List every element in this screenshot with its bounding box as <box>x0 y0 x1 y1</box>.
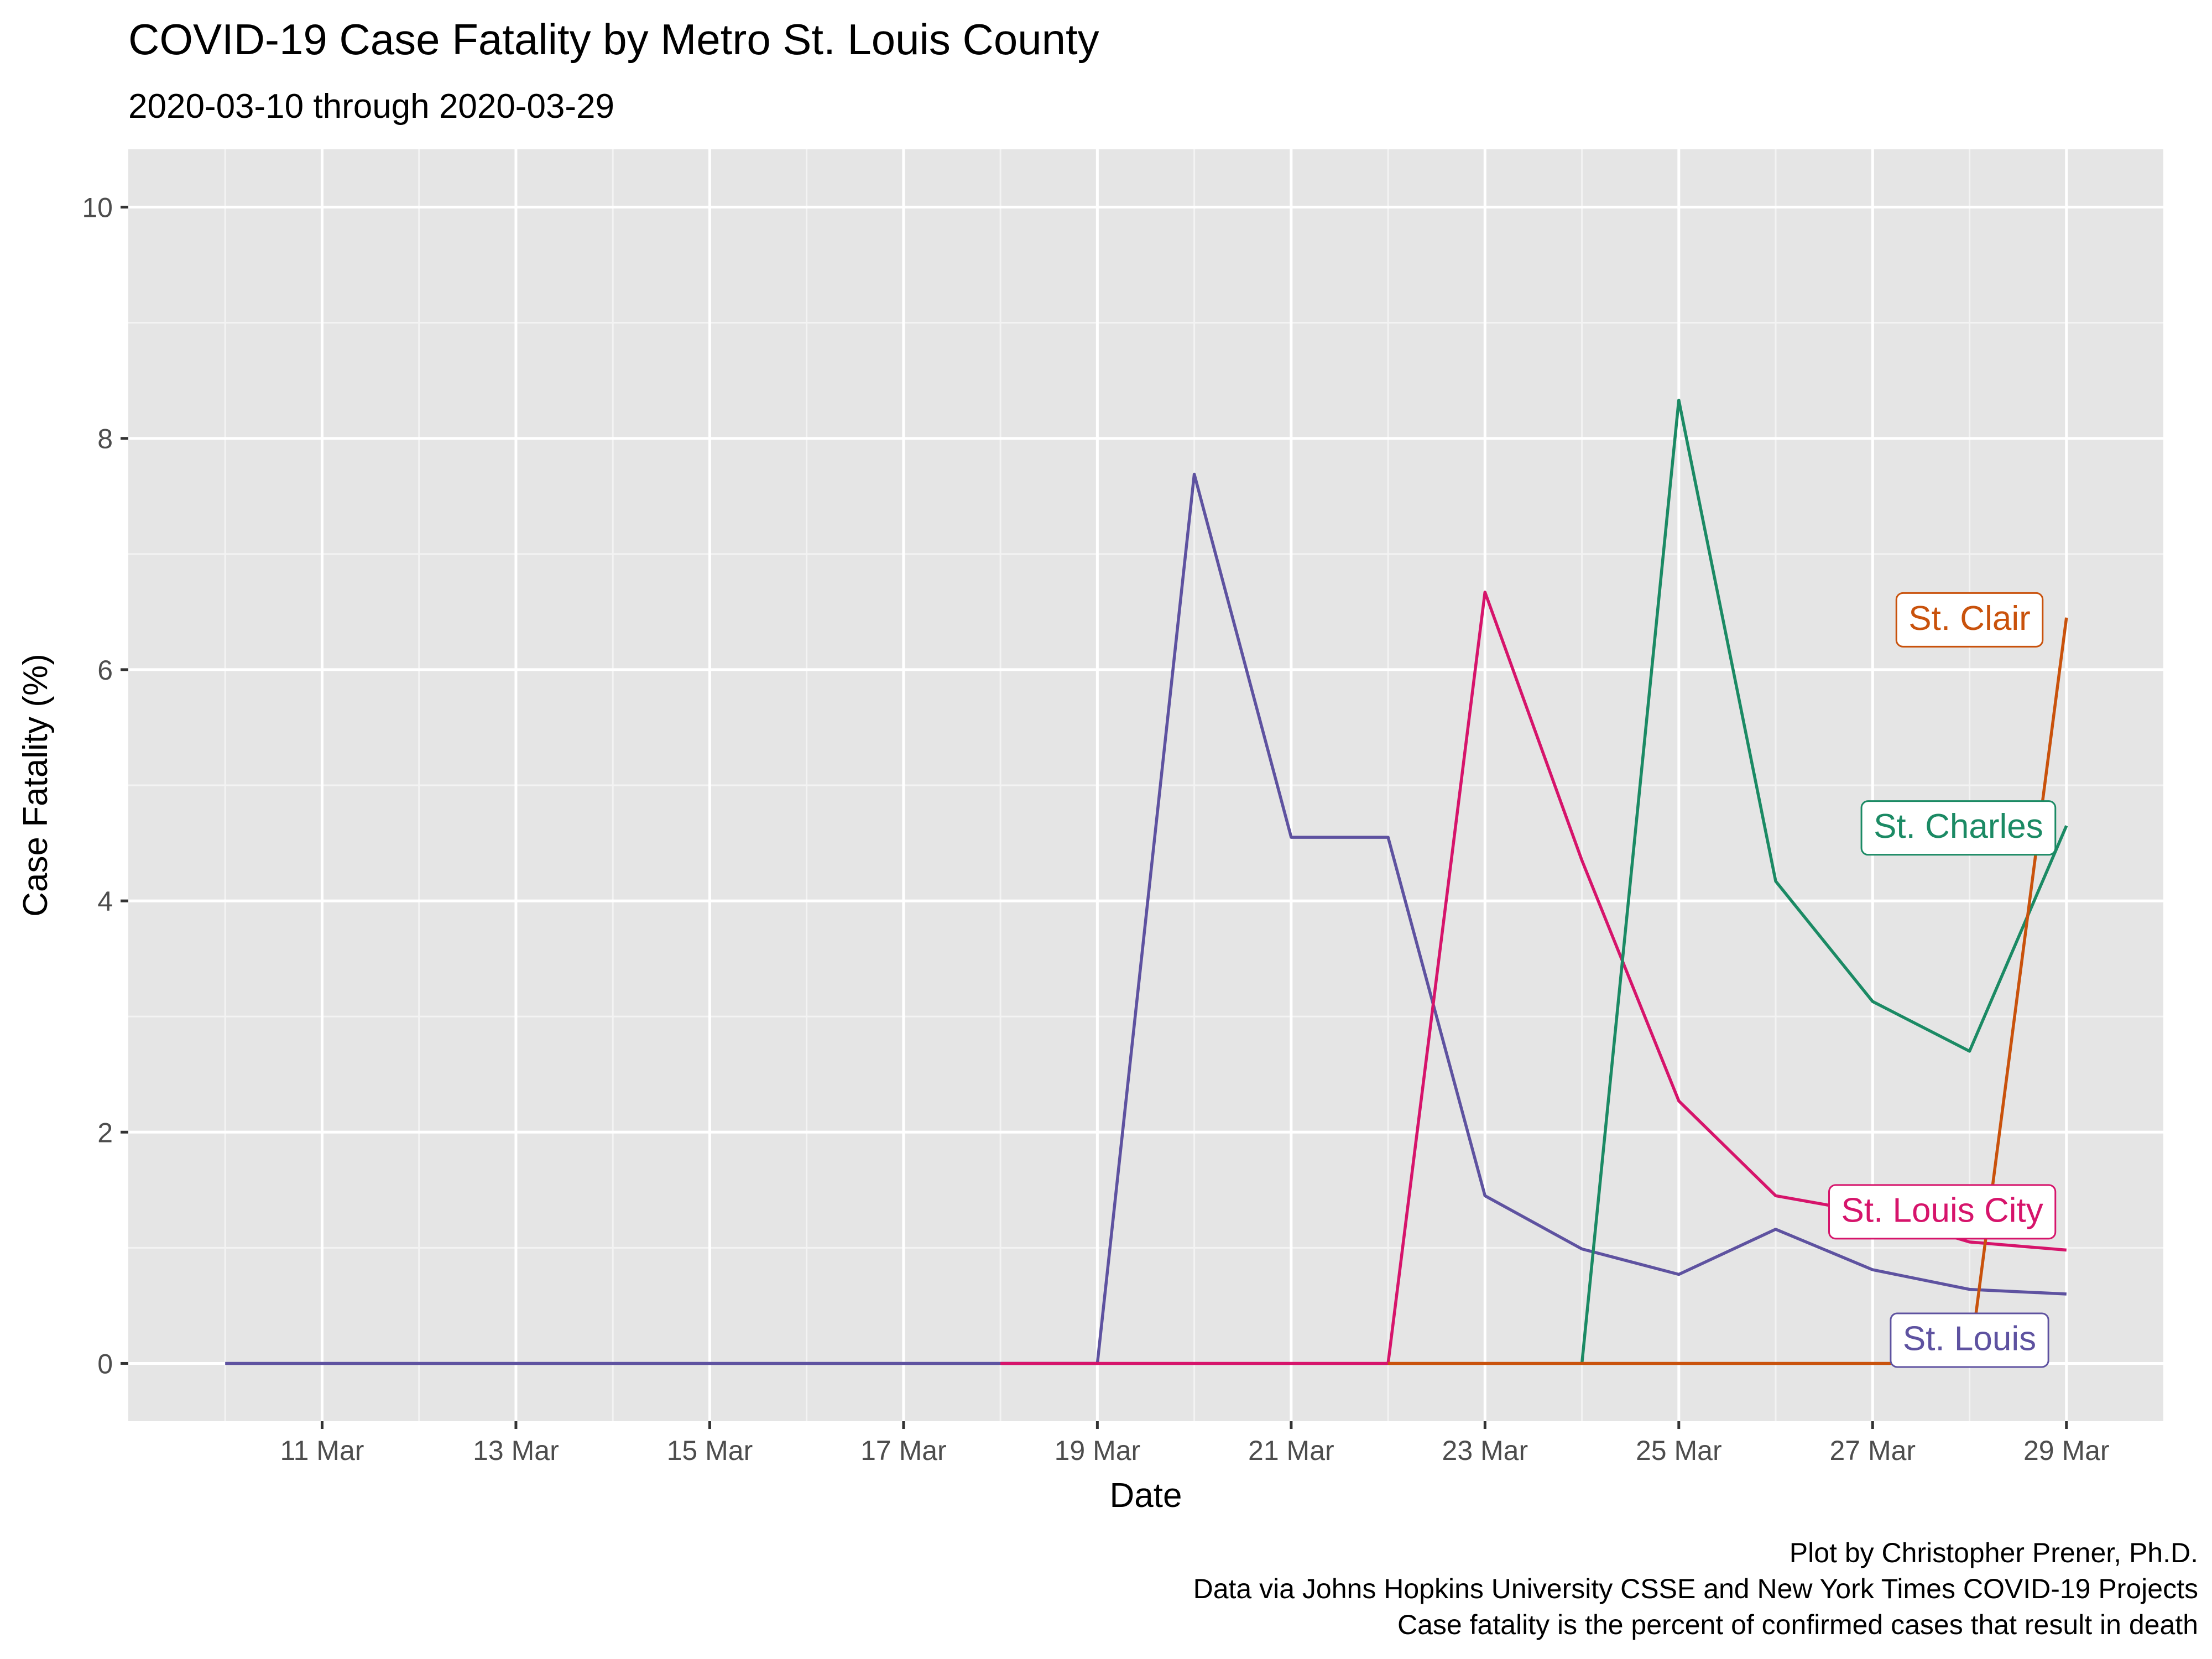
x-tick-label: 27 Mar <box>1829 1435 1916 1466</box>
series-label-st-charles: St. Charles <box>1860 800 2057 856</box>
x-axis: 11 Mar 13 Mar 15 Mar 17 Mar 19 Mar 21 Mar 23 M… <box>280 1421 2110 1466</box>
x-tick-label: 15 Mar <box>667 1435 753 1466</box>
y-tick-label: 2 <box>97 1117 113 1148</box>
chart-subtitle: 2020-03-10 through 2020-03-29 <box>128 87 614 126</box>
x-tick-label: 19 Mar <box>1055 1435 1141 1466</box>
y-tick-label: 6 <box>97 655 113 686</box>
series-label-box <box>1895 592 2044 648</box>
x-tick-label: 17 Mar <box>860 1435 947 1466</box>
series-label-st-clair: St. Clair <box>1895 592 2044 648</box>
y-tick-label: 0 <box>97 1348 113 1379</box>
series-label-box <box>1828 1184 2057 1240</box>
series-label-st-louis: St. Louis <box>1890 1312 2049 1368</box>
series-label-box <box>1860 800 2057 856</box>
y-tick-label: 10 <box>82 192 113 223</box>
caption-line-2: Data via Johns Hopkins University CSSE a… <box>1193 1573 2198 1604</box>
x-tick-label: 29 Mar <box>2023 1435 2110 1466</box>
x-tick-label: 21 Mar <box>1248 1435 1334 1466</box>
x-tick-label: 23 Mar <box>1442 1435 1528 1466</box>
y-tick-label: 8 <box>97 424 113 455</box>
x-tick-label: 25 Mar <box>1636 1435 1722 1466</box>
series-label-box <box>1890 1312 2049 1368</box>
x-axis-title: Date <box>1110 1477 1182 1515</box>
series-label-text: St. Clair <box>1908 599 2030 638</box>
series-label-text: St. Charles <box>1874 807 2043 846</box>
caption-line-3: Case fatality is the percent of confirme… <box>1397 1609 2198 1640</box>
series-label-st-louis-city: St. Louis City <box>1828 1184 2057 1240</box>
series-line-st-charles <box>1580 398 2068 1364</box>
caption-line-1: Plot by Christopher Prener, Ph.D. <box>1790 1537 2198 1568</box>
x-tick-label: 11 Mar <box>280 1435 364 1466</box>
series-label-text: St. Louis City <box>1841 1191 2043 1229</box>
series-label-text: St. Louis <box>1903 1319 2036 1358</box>
chart-title: COVID-19 Case Fatality by Metro St. Loui… <box>128 15 1099 64</box>
y-tick-label: 4 <box>97 886 113 917</box>
series-labels: St. Clair St. Charles St. Louis City St. Lo… <box>1828 592 2057 1368</box>
x-tick-label: 13 Mar <box>473 1435 559 1466</box>
y-axis-title: Case Fatality (%) <box>17 654 55 916</box>
series-line-st-louis <box>225 472 2067 1365</box>
y-axis: 0 2 4 6 8 10 <box>82 192 128 1379</box>
